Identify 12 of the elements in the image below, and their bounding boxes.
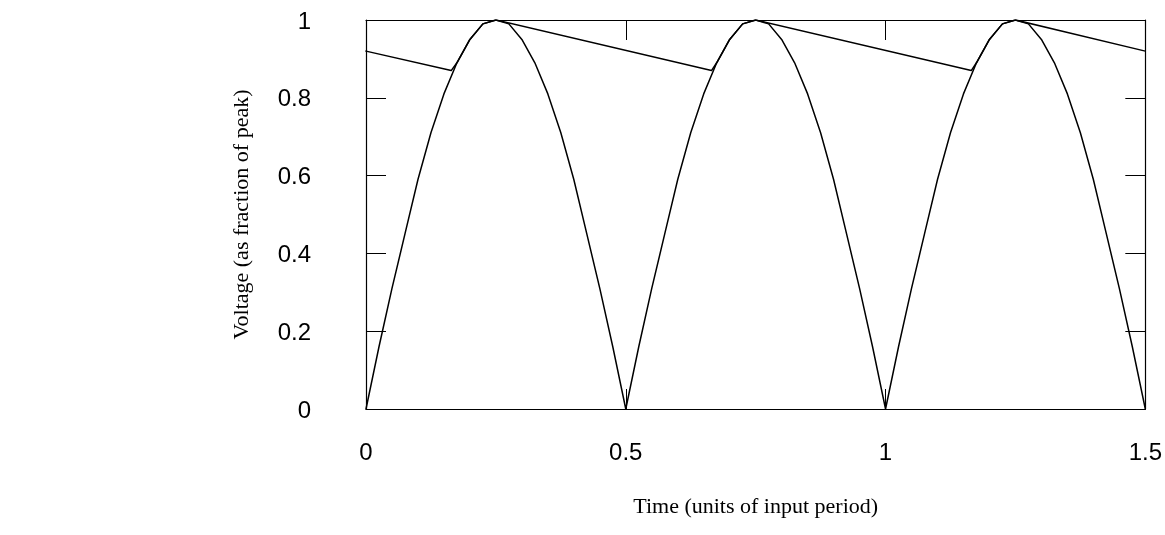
y-tick-label: 0.4 [277,239,311,267]
x-tick-label: 0.5 [609,437,643,465]
y-tick-label: 0.2 [277,317,311,345]
y-axis-title: Voltage (as fraction of peak) [227,89,253,340]
y-tick-label: 1 [297,6,311,34]
y-tick-label: 0.8 [277,84,311,112]
x-axis-title: Time (units of input period) [633,492,879,518]
x-tick-label: 1 [878,437,893,465]
x-tick-label: 0 [359,437,373,465]
y-tick-label: 0.6 [277,162,311,190]
y-tick-label: 0 [297,395,311,423]
x-tick-label: 1.5 [1128,437,1163,465]
